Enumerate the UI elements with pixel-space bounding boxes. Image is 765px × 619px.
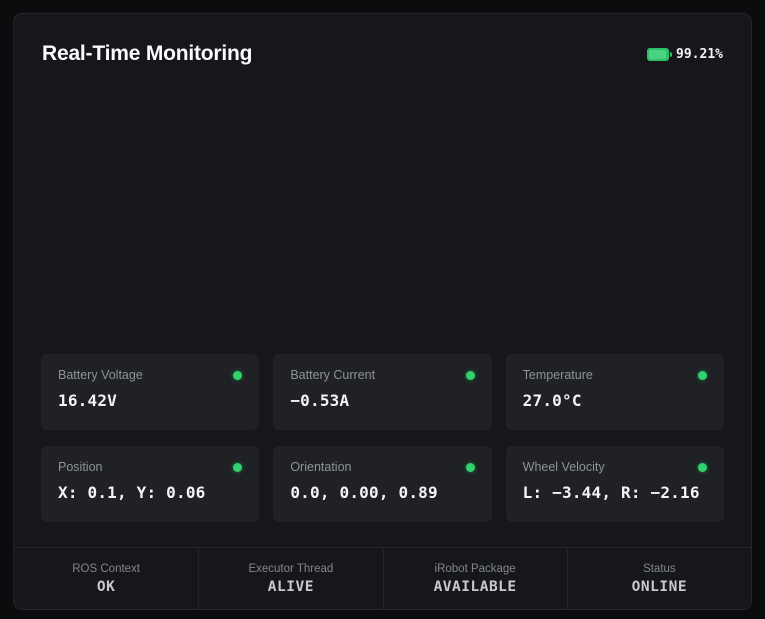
status-label: ROS Context: [72, 562, 140, 575]
status-bar: ROS Context OK Executor Thread ALIVE iRo…: [14, 547, 751, 609]
panel-header: Real-Time Monitoring 99.21%: [14, 14, 751, 70]
metric-label: Wheel Velocity: [522, 460, 605, 474]
metric-value: 27.0°C: [522, 391, 582, 410]
status-cell-executor-thread: Executor Thread ALIVE: [198, 548, 382, 609]
metric-value: X: 0.1, Y: 0.06: [58, 483, 206, 502]
metric-label: Battery Current: [290, 368, 376, 382]
metric-value: L: −3.44, R: −2.16: [522, 483, 700, 502]
status-label: Status: [643, 562, 676, 575]
metric-label: Position: [58, 460, 103, 474]
status-dot-icon: [697, 370, 707, 380]
battery-icon: [647, 47, 673, 61]
metric-value: 0.0, 0.00, 0.89: [290, 483, 438, 502]
battery-level: 99.21%: [676, 46, 723, 62]
metric-value: 16.42V: [58, 391, 117, 410]
status-label: iRobot Package: [434, 562, 516, 575]
status-value: ALIVE: [267, 578, 314, 595]
status-dot-icon: [465, 370, 475, 380]
metric-card-position: Position X: 0.1, Y: 0.06: [41, 446, 260, 522]
status-value: OK: [96, 578, 116, 595]
metric-card-battery-current: Battery Current −0.53A: [273, 354, 492, 430]
metrics-grid: Battery Voltage 16.42V Battery Current −…: [41, 354, 724, 522]
metric-card-battery-voltage: Battery Voltage 16.42V: [41, 354, 260, 430]
metric-label: Orientation: [290, 460, 352, 474]
status-value: AVAILABLE: [433, 578, 517, 595]
metric-card-orientation: Orientation 0.0, 0.00, 0.89: [273, 446, 492, 522]
status-dot-icon: [697, 462, 707, 472]
status-dot-icon: [233, 462, 243, 472]
monitoring-panel: Real-Time Monitoring 99.21% Battery Volt…: [13, 13, 752, 610]
page-title: Real-Time Monitoring: [42, 42, 253, 65]
status-cell-status: Status ONLINE: [566, 548, 751, 609]
metric-label: Temperature: [522, 368, 593, 382]
metric-value: −0.53A: [290, 391, 350, 410]
telemetry-empty-area: [14, 70, 751, 354]
metric-label: Battery Voltage: [58, 368, 143, 382]
status-cell-irobot-package: iRobot Package AVAILABLE: [382, 548, 567, 609]
metric-card-temperature: Temperature 27.0°C: [505, 354, 724, 430]
metric-card-wheel-velocity: Wheel Velocity L: −3.44, R: −2.16: [505, 446, 724, 522]
status-label: Executor Thread: [248, 562, 334, 575]
status-value: ONLINE: [631, 578, 688, 595]
status-dot-icon: [233, 370, 243, 380]
status-cell-ros-context: ROS Context OK: [14, 548, 198, 609]
battery-indicator: 99.21%: [647, 47, 723, 62]
status-dot-icon: [465, 462, 475, 472]
